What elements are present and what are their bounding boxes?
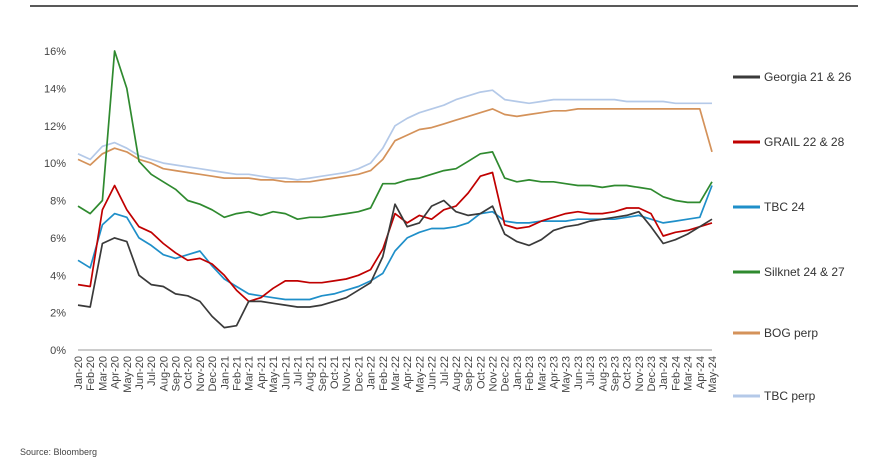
y-axis: 0% 2% 4% 6% 8% 10% 12% 14% 16% bbox=[44, 46, 66, 357]
x-tick-label: Feb-22 bbox=[378, 356, 390, 391]
legend-label: Georgia 21 & 26 bbox=[764, 70, 852, 84]
x-tick-label: Jul-21 bbox=[292, 356, 304, 386]
y-tick-label: 8% bbox=[50, 196, 66, 208]
y-tick-label: 6% bbox=[50, 233, 66, 245]
x-tick-label: Dec-21 bbox=[353, 356, 365, 391]
x-tick-label: Jan-21 bbox=[219, 356, 231, 390]
x-tick-label: Jan-23 bbox=[512, 356, 524, 390]
legend-label: TBC perp bbox=[764, 389, 816, 403]
x-tick-label: Dec-23 bbox=[646, 356, 658, 391]
x-tick-label: Sep-21 bbox=[317, 356, 329, 391]
x-tick-label: Sep-20 bbox=[171, 356, 183, 391]
x-tick-label: Nov-21 bbox=[341, 356, 353, 391]
x-tick-label: Mar-20 bbox=[97, 356, 109, 391]
x-tick-label: Apr-21 bbox=[256, 356, 268, 389]
x-tick-label: May-20 bbox=[122, 356, 134, 393]
y-tick-label: 14% bbox=[44, 83, 66, 95]
x-tick-label: Jan-22 bbox=[366, 356, 378, 390]
x-tick-label: Mar-22 bbox=[390, 356, 402, 391]
x-tick-label: Apr-23 bbox=[549, 356, 561, 389]
x-tick-label: Aug-22 bbox=[451, 356, 463, 391]
x-tick-label: Jun-23 bbox=[573, 356, 585, 390]
source-note: Source: Bloomberg bbox=[20, 447, 98, 457]
x-tick-label: Apr-24 bbox=[695, 356, 707, 389]
x-tick-label: Sep-23 bbox=[609, 356, 621, 391]
x-tick-label: Dec-20 bbox=[207, 356, 219, 391]
x-tick-label: May-24 bbox=[707, 356, 719, 393]
x-tick-label: Oct-23 bbox=[622, 356, 634, 389]
legend-label: Silknet 24 & 27 bbox=[764, 265, 845, 279]
x-tick-label: Nov-23 bbox=[634, 356, 646, 391]
x-tick-label: Mar-21 bbox=[244, 356, 256, 391]
y-tick-label: 12% bbox=[44, 121, 66, 133]
x-tick-label: Jun-20 bbox=[134, 356, 146, 390]
x-tick-label: Dec-22 bbox=[500, 356, 512, 391]
x-tick-label: Aug-21 bbox=[305, 356, 317, 391]
x-tick-label: Oct-20 bbox=[183, 356, 195, 389]
x-tick-label: May-23 bbox=[561, 356, 573, 393]
x-tick-label: Jun-22 bbox=[427, 356, 439, 390]
series-line-4 bbox=[77, 108, 713, 183]
x-tick-label: Apr-20 bbox=[110, 356, 122, 389]
x-tick-label: Aug-20 bbox=[158, 356, 170, 391]
x-tick-label: Feb-24 bbox=[670, 356, 682, 391]
y-tick-label: 0% bbox=[50, 345, 66, 357]
y-tick-label: 16% bbox=[44, 46, 66, 58]
x-tick-label: Nov-22 bbox=[488, 356, 500, 391]
legend-label: GRAIL 22 & 28 bbox=[764, 135, 845, 149]
x-axis: Jan-20 Feb-20 Mar-20 Apr-20 May-20 Jun-20 Jul-… bbox=[73, 349, 719, 393]
y-tick-label: 2% bbox=[50, 308, 66, 320]
x-tick-label: Jan-20 bbox=[73, 356, 85, 390]
x-tick-label: Jun-21 bbox=[280, 356, 292, 390]
series-line-2 bbox=[77, 185, 713, 301]
legend-label: TBC 24 bbox=[764, 200, 805, 214]
series-line-0 bbox=[77, 199, 713, 329]
x-tick-label: Jul-20 bbox=[146, 356, 158, 386]
x-tick-label: Feb-21 bbox=[232, 356, 244, 391]
x-tick-label: Oct-21 bbox=[329, 356, 341, 389]
x-tick-label: Oct-22 bbox=[475, 356, 487, 389]
x-tick-label: Feb-23 bbox=[524, 356, 536, 391]
series-lines bbox=[77, 50, 713, 329]
x-tick-label: Feb-20 bbox=[85, 356, 97, 391]
y-tick-label: 10% bbox=[44, 158, 66, 170]
x-tick-label: May-21 bbox=[268, 356, 280, 393]
x-tick-label: Aug-23 bbox=[597, 356, 609, 391]
x-tick-label: Sep-22 bbox=[463, 356, 475, 391]
legend-label: BOG perp bbox=[764, 326, 818, 340]
series-line-5 bbox=[77, 89, 712, 181]
y-tick-label: 4% bbox=[50, 270, 66, 282]
x-tick-label: May-22 bbox=[414, 356, 426, 393]
x-tick-label: Jul-23 bbox=[585, 356, 597, 386]
x-tick-label: Mar-23 bbox=[536, 356, 548, 391]
x-tick-label: Nov-20 bbox=[195, 356, 207, 391]
x-tick-label: Jan-24 bbox=[658, 356, 670, 390]
series-line-1 bbox=[77, 171, 713, 303]
legend: Georgia 21 & 26 GRAIL 22 & 28 TBC 24 Silkne… bbox=[733, 70, 852, 403]
series-line-3 bbox=[77, 50, 713, 221]
x-tick-label: Jul-22 bbox=[439, 356, 451, 386]
x-tick-label: Mar-24 bbox=[683, 356, 695, 391]
x-tick-label: Apr-22 bbox=[402, 356, 414, 389]
